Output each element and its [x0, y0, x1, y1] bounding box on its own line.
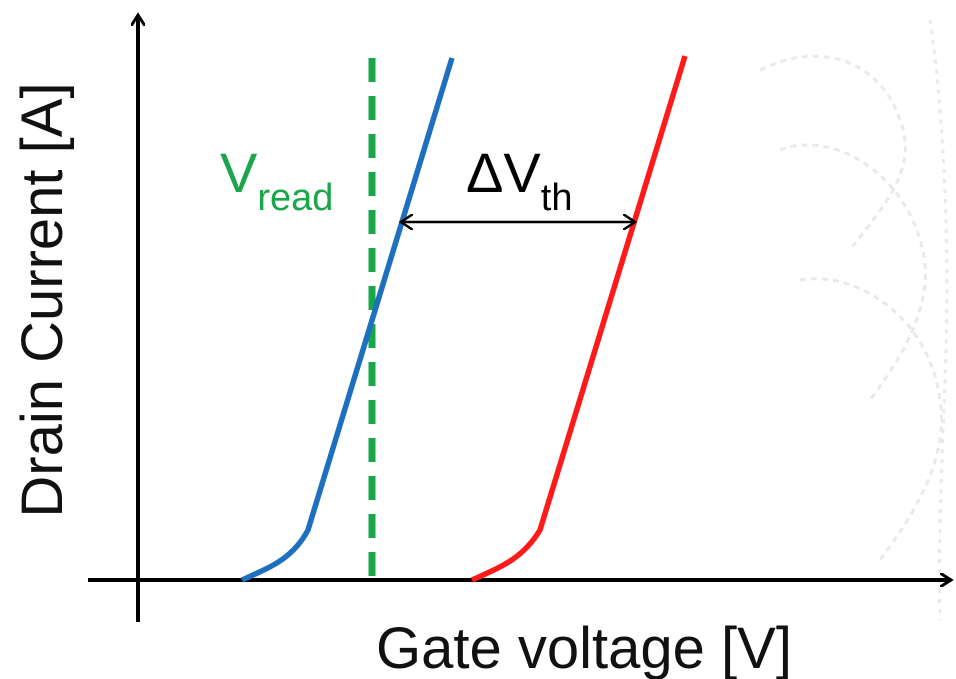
- watermark-stroke: [799, 277, 943, 561]
- transfer-curve-initial: [240, 57, 455, 583]
- v-read-label-main: V: [220, 141, 258, 204]
- delta-vth-label-main: ΔV: [466, 141, 541, 204]
- delta-vth-label: ΔVth: [466, 141, 572, 219]
- y-axis-label: Drain Current [A]: [10, 82, 75, 517]
- watermark-stroke: [759, 54, 907, 251]
- v-read-label-sub: read: [257, 177, 333, 219]
- watermark-stroke: [779, 143, 927, 401]
- x-axis-label: Gate voltage [V]: [376, 616, 792, 679]
- delta-vth-label-sub: th: [541, 177, 573, 219]
- v-read-label: Vread: [220, 141, 333, 219]
- background-watermark: [759, 19, 949, 621]
- transfer-curve-shifted: [470, 55, 688, 583]
- watermark-stroke: [928, 19, 949, 621]
